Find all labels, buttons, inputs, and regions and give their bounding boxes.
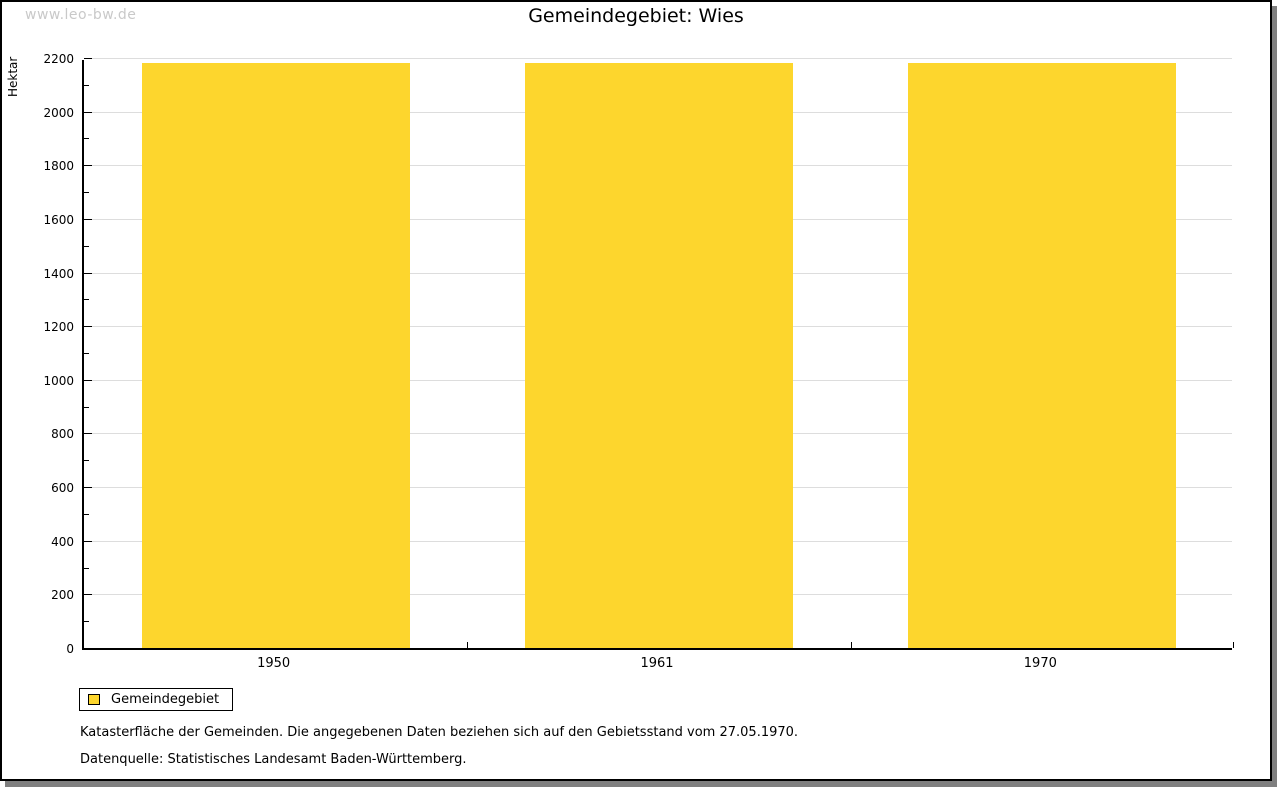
y-tick-label: 0 <box>66 642 74 656</box>
y-tick-label: 1400 <box>43 266 74 281</box>
y-tick-label: 1600 <box>43 212 74 227</box>
y-tick-label: 200 <box>51 588 74 603</box>
y-axis-major-tick <box>84 272 92 274</box>
y-axis-major-tick <box>84 326 92 328</box>
gridline <box>84 58 1232 59</box>
footnote-data-source: Datenquelle: Statistisches Landesamt Bad… <box>80 752 467 767</box>
y-axis-minor-tick <box>84 406 89 408</box>
y-axis-major-tick <box>84 218 92 220</box>
bar-1970 <box>908 63 1177 648</box>
y-tick-label: 2200 <box>43 52 74 66</box>
y-axis-major-tick <box>84 165 92 167</box>
legend-swatch-icon <box>88 694 100 705</box>
footnote-source-note: Katasterfläche der Gemeinden. Die angege… <box>80 725 799 740</box>
y-axis-minor-tick <box>84 245 89 247</box>
watermark-text: www.leo-bw.de <box>25 7 137 23</box>
y-axis-major-tick <box>84 58 92 59</box>
x-tick-label: 1970 <box>1023 656 1057 671</box>
y-axis-major-tick <box>84 433 92 435</box>
y-axis-minor-tick <box>84 299 89 301</box>
y-tick-label: 400 <box>51 534 74 549</box>
y-axis-major-tick <box>84 379 92 381</box>
x-axis-end-tick <box>1233 642 1234 648</box>
y-axis-minor-tick <box>84 567 89 569</box>
x-tick-label: 1950 <box>257 656 291 671</box>
y-axis-minor-tick <box>84 138 89 140</box>
x-tick-label: 1961 <box>640 656 674 671</box>
y-axis-title: Hektar <box>6 56 20 98</box>
plot-area <box>82 58 1234 650</box>
legend-label: Gemeindegebiet <box>111 692 220 707</box>
y-axis-minor-tick <box>84 192 89 194</box>
bar-1950 <box>141 63 410 648</box>
x-axis-tick <box>467 642 469 648</box>
y-tick-label: 1800 <box>43 159 74 174</box>
y-axis-major-tick <box>84 540 92 542</box>
chart-title: Gemeindegebiet: Wies <box>528 5 744 27</box>
y-tick-label: 1200 <box>43 320 74 335</box>
y-axis-minor-tick <box>84 513 89 515</box>
x-axis-tick <box>850 642 852 648</box>
y-axis-minor-tick <box>84 460 89 462</box>
y-axis-major-tick <box>84 487 92 489</box>
y-tick-label: 1000 <box>43 373 74 388</box>
y-axis-minor-tick <box>84 84 89 86</box>
legend-box: Gemeindegebiet <box>79 688 234 711</box>
bar-1961 <box>524 63 794 648</box>
y-axis-major-tick <box>84 111 92 113</box>
y-axis-major-tick <box>84 594 92 596</box>
y-tick-label: 800 <box>51 427 74 442</box>
y-tick-label: 2000 <box>43 105 74 120</box>
y-tick-label: 600 <box>51 481 74 496</box>
y-axis-minor-tick <box>84 353 89 354</box>
y-axis-minor-tick <box>84 621 89 623</box>
